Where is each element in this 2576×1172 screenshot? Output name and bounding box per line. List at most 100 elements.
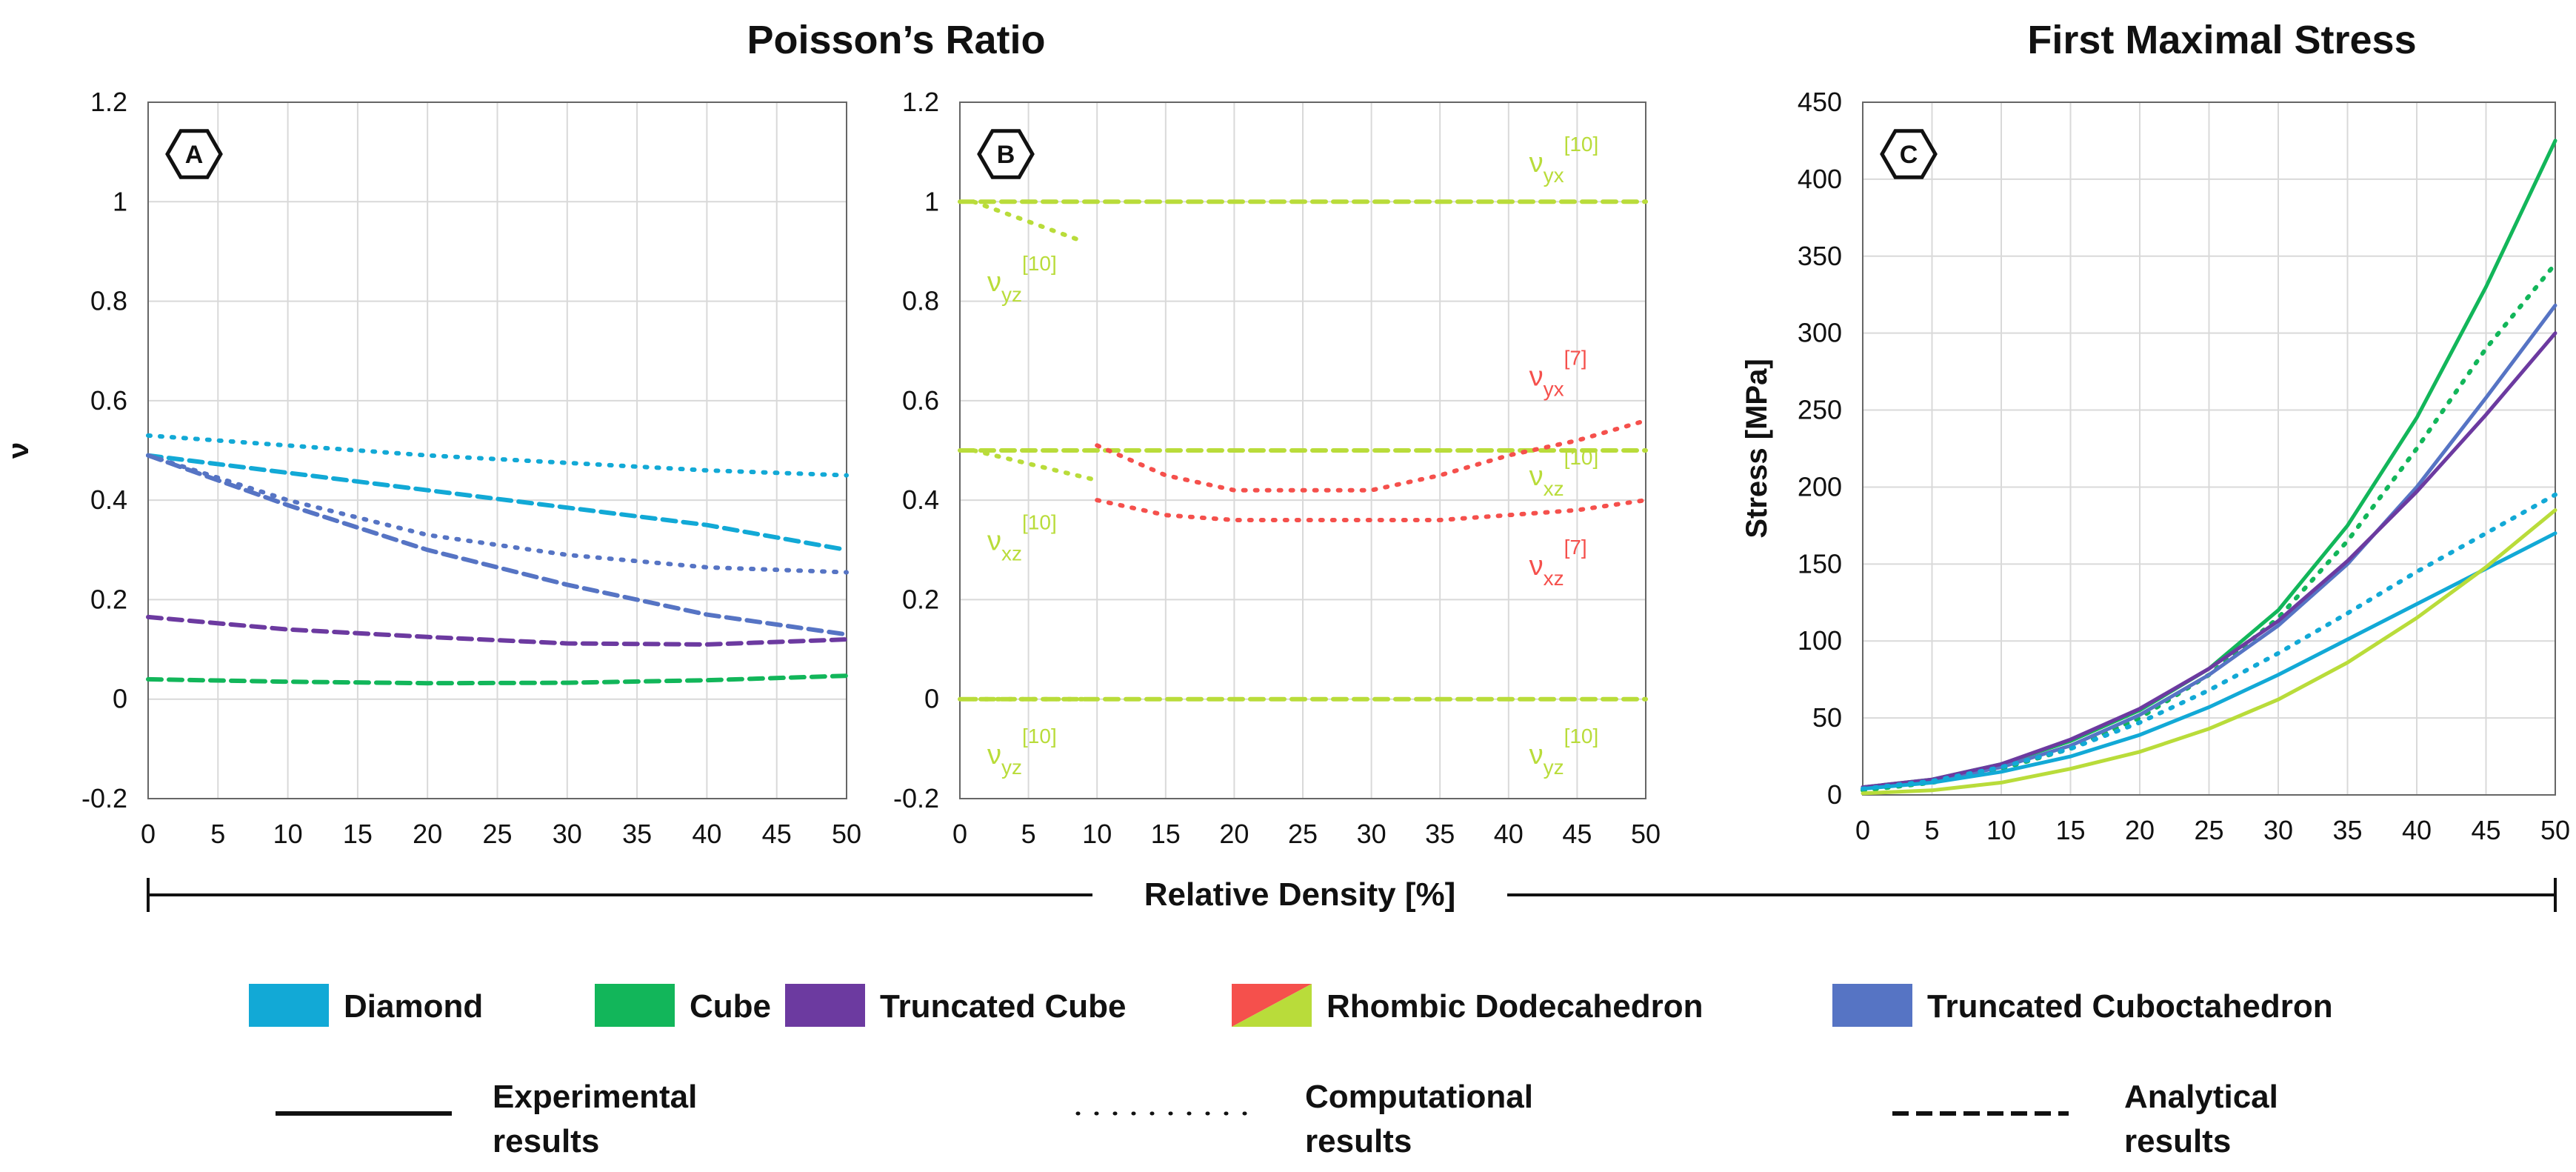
- series-line: [146, 433, 849, 478]
- series-line: [146, 673, 849, 686]
- legend-label: Truncated Cuboctahedron: [1927, 988, 2333, 1025]
- legend-swatch: [1232, 984, 1312, 1027]
- x-tick-label: 45: [2471, 815, 2500, 845]
- y-tick-label: 0.4: [902, 485, 939, 515]
- x-tick-label: 0: [1855, 815, 1870, 845]
- series-line: [1861, 508, 2557, 796]
- stress-title: First Maximal Stress: [2027, 18, 2416, 62]
- series-line: [1861, 331, 2557, 790]
- y-tick-label: 0.8: [902, 286, 939, 316]
- x-tick-label: 15: [343, 819, 373, 849]
- y-tick-label: 0.8: [90, 286, 127, 316]
- series-line: [1095, 498, 1648, 522]
- panel-badge-label: C: [1900, 141, 1918, 169]
- x-tick-label: 50: [1631, 819, 1661, 849]
- x-tick-label: 0: [952, 819, 967, 849]
- legend-swatch: [785, 984, 865, 1027]
- x-tick-label: 30: [1357, 819, 1387, 849]
- panel-badge: [1880, 129, 1938, 179]
- y-tick-label: 0.4: [90, 485, 127, 515]
- series-line: [146, 453, 849, 575]
- poisson-title: Poisson’s Ratio: [747, 18, 1045, 62]
- legend-swatch: [595, 984, 675, 1027]
- legend-label: Diamond: [344, 988, 483, 1025]
- panel-c: 0 5 10 15 20 25 30 35 40 45 50 0 50 100 150 200 250 300 35…: [1741, 87, 2570, 845]
- panel-badge-label: B: [997, 141, 1015, 169]
- y-axis-label: Stress [MPa]: [1741, 359, 1773, 538]
- y-tick-label: 250: [1798, 395, 1842, 425]
- x-tick-label: 5: [1924, 815, 1939, 845]
- plot-frame: [1862, 101, 2556, 796]
- shared-x-label: Relative Density [%]: [1144, 876, 1456, 913]
- panel-badge-label: A: [185, 141, 204, 169]
- legend-label: Rhombic Dodecahedron: [1327, 988, 1704, 1025]
- x-tick-label: 25: [482, 819, 512, 849]
- y-tick-label: 1.2: [90, 87, 127, 117]
- legend-label: Cube: [690, 988, 771, 1025]
- legend-style-label: Experimental: [493, 1079, 697, 1115]
- series-line: [1095, 418, 1648, 493]
- legend-styles: Experimental results Computational results A…: [276, 1079, 2278, 1159]
- plot-frame: [147, 101, 847, 799]
- x-tick-label: 10: [273, 819, 303, 849]
- annotation-label: νyz[10]: [987, 252, 1057, 306]
- y-tick-label: -0.2: [81, 783, 127, 813]
- x-tick-label: 50: [832, 819, 861, 849]
- series-line: [146, 453, 849, 637]
- series-line: [1861, 531, 2557, 791]
- series-line: [146, 453, 849, 553]
- x-tick-label: 30: [553, 819, 582, 849]
- x-tick-label: 35: [1425, 819, 1455, 849]
- x-tick-label: 15: [1151, 819, 1181, 849]
- legend-style-label: results: [493, 1123, 599, 1159]
- y-tick-label: 100: [1798, 625, 1842, 656]
- legend-style-label: results: [1305, 1123, 1412, 1159]
- y-tick-label: 450: [1798, 87, 1842, 117]
- y-tick-label: 150: [1798, 548, 1842, 579]
- panel-b: 0 5 10 15 20 25 30 35 40 45 50 -0.2 0 0.2 0.4 0.6 0.8 1 1.…: [893, 87, 1661, 849]
- legend-style-label: Analytical: [2124, 1079, 2278, 1115]
- x-tick-label: 35: [2332, 815, 2362, 845]
- legend-label: Truncated Cube: [880, 988, 1127, 1025]
- annotation-label: νyx[7]: [1529, 347, 1587, 401]
- legend-swatch: [249, 984, 329, 1027]
- y-tick-label: 1: [113, 186, 127, 216]
- y-tick-label: 0: [1827, 779, 1842, 810]
- x-tick-label: 10: [1082, 819, 1112, 849]
- annotation-label: νyx[10]: [1529, 133, 1599, 187]
- x-tick-label: 40: [692, 819, 721, 849]
- x-tick-label: 25: [1288, 819, 1318, 849]
- annotation-label: νxz[10]: [987, 510, 1057, 565]
- x-tick-label: 15: [2055, 815, 2085, 845]
- x-tick-label: 35: [622, 819, 652, 849]
- annotation-label: νyz[10]: [1529, 725, 1599, 779]
- y-tick-label: 0.2: [902, 584, 939, 614]
- x-tick-label: 5: [210, 819, 225, 849]
- annotation-label: νyz[10]: [987, 725, 1057, 779]
- x-tick-label: 45: [1562, 819, 1592, 849]
- annotation-label: νxz[10]: [1529, 446, 1599, 500]
- series-line: [971, 448, 1100, 483]
- x-tick-label: 10: [1986, 815, 2016, 845]
- panel-badge: [977, 129, 1035, 179]
- x-tick-label: 5: [1021, 819, 1036, 849]
- y-tick-label: 1: [924, 186, 939, 216]
- y-tick-label: 0: [924, 684, 939, 714]
- y-tick-label: 0.2: [90, 584, 127, 614]
- y-tick-label: 0.6: [90, 385, 127, 416]
- legend-style-label: results: [2124, 1123, 2231, 1159]
- panel-badge: [165, 129, 223, 179]
- y-tick-label: 300: [1798, 318, 1842, 348]
- panel-a: 0 5 10 15 20 25 30 35 40 45 50 -0.2 0 0.2 0.4 0.6 0.8 1 1.…: [2, 87, 861, 849]
- series-line: [146, 614, 849, 647]
- x-tick-label: 20: [1219, 819, 1249, 849]
- x-tick-label: 45: [762, 819, 792, 849]
- x-tick-label: 25: [2194, 815, 2223, 845]
- x-tick-label: 30: [2263, 815, 2293, 845]
- x-tick-label: 20: [413, 819, 442, 849]
- x-tick-label: 40: [2402, 815, 2432, 845]
- legend-swatch: [1832, 984, 1912, 1027]
- y-tick-label: 1.2: [902, 87, 939, 117]
- legend-style-label: Computational: [1305, 1079, 1533, 1115]
